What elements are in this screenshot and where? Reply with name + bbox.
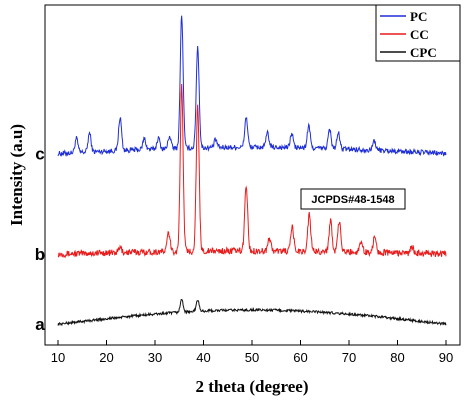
x-axis-ticks: 10 20 30 40 50 60 70 80 90 <box>51 340 453 365</box>
x-tick-label: 80 <box>390 350 404 365</box>
plot-frame <box>44 4 461 346</box>
legend-label-cpc: CPC <box>410 45 437 60</box>
legend-box <box>375 4 461 62</box>
x-tick-label: 30 <box>148 350 162 365</box>
x-tick-label: 90 <box>439 350 453 365</box>
x-tick-label: 40 <box>196 350 210 365</box>
curves-group <box>57 15 447 327</box>
curve-label-a: a <box>35 315 45 334</box>
curve-label-b: b <box>35 245 45 264</box>
legend-label-cc: CC <box>410 27 429 42</box>
x-tick-label: 60 <box>293 350 307 365</box>
series-line-cpc <box>57 299 447 327</box>
y-axis-title: Intensity (a.u) <box>7 124 26 226</box>
curve-label-c: c <box>35 145 44 164</box>
series-line-cc <box>57 83 447 259</box>
legend: PC CC CPC <box>375 4 461 62</box>
x-tick-label: 70 <box>342 350 356 365</box>
series-line-pc <box>57 15 447 157</box>
jcpds-annotation: JCPDS#48-1548 <box>311 194 394 206</box>
x-tick-label: 50 <box>245 350 259 365</box>
jcpds-annotation-box <box>300 188 406 210</box>
x-tick-label: 20 <box>99 350 113 365</box>
x-axis-title: 2 theta (degree) <box>196 377 309 396</box>
legend-label-pc: PC <box>410 9 427 24</box>
x-tick-label: 10 <box>51 350 65 365</box>
